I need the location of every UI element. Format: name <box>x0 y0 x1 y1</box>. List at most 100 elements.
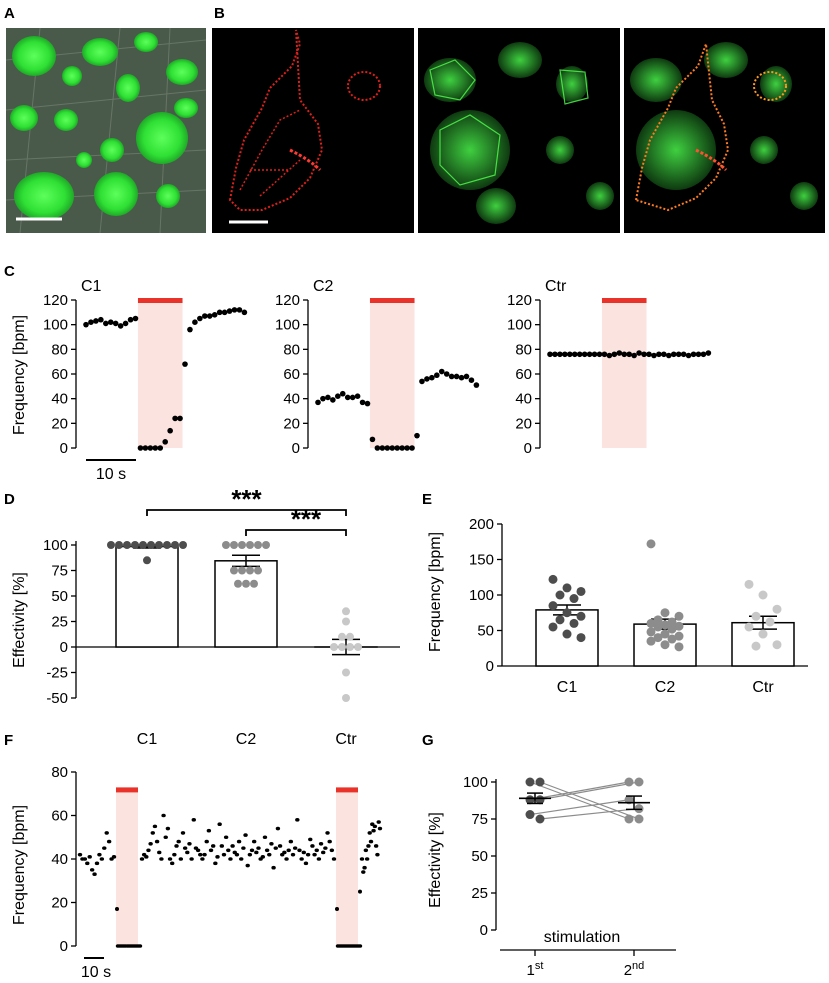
data-point <box>154 839 160 844</box>
data-point <box>569 618 579 628</box>
y-tick-label: 120 <box>275 292 300 309</box>
data-point <box>453 373 460 380</box>
data-point <box>364 857 370 861</box>
data-point <box>310 844 315 848</box>
data-point <box>264 848 270 853</box>
y-tick-label: 60 <box>515 366 532 383</box>
micrograph-b-red <box>212 28 414 233</box>
data-point <box>221 309 228 316</box>
data-point <box>660 608 670 618</box>
data-point <box>338 643 346 651</box>
data-point <box>195 848 201 853</box>
data-point <box>670 351 677 358</box>
data-point <box>284 857 289 861</box>
data-point <box>660 640 670 650</box>
data-point <box>744 579 754 589</box>
data-point <box>83 321 89 328</box>
data-point <box>217 822 222 826</box>
y-tick-label: 20 <box>51 415 68 432</box>
data-point <box>262 835 268 840</box>
data-point <box>292 846 298 850</box>
data-point <box>674 631 684 641</box>
data-point <box>576 586 586 596</box>
data-point <box>308 837 313 842</box>
data-point <box>297 848 302 853</box>
data-point <box>234 852 240 857</box>
data-point <box>246 566 254 575</box>
panel-c-ylabel: Frequency [bpm] <box>11 315 28 435</box>
data-point <box>301 850 306 855</box>
data-point <box>230 541 238 549</box>
data-point <box>434 372 440 379</box>
y-tick-label: 75 <box>51 563 68 580</box>
y-tick-label: 120 <box>43 292 68 309</box>
data-point <box>634 777 644 787</box>
data-point <box>606 352 613 359</box>
data-point <box>172 852 177 857</box>
panel-label-g: G <box>422 732 434 749</box>
x-tick-label: 1st <box>527 960 544 979</box>
data-point <box>354 643 362 651</box>
data-point <box>262 541 270 549</box>
data-point <box>315 399 321 406</box>
panel-f-trace: 0 20 40 60 80 10 s <box>51 764 383 981</box>
data-point <box>213 861 218 866</box>
data-point <box>555 590 565 600</box>
data-point <box>228 857 233 861</box>
data-point <box>93 318 99 324</box>
data-point <box>222 541 230 549</box>
y-tick-label: 50 <box>471 848 488 865</box>
data-point <box>254 850 259 855</box>
data-point <box>758 590 768 600</box>
data-point <box>104 831 109 835</box>
data-point <box>525 777 535 787</box>
data-point <box>236 307 243 313</box>
data-point <box>144 855 149 859</box>
data-point <box>92 872 97 877</box>
data-point <box>601 351 608 358</box>
y-tick-label: 80 <box>51 341 68 358</box>
y-tick-label: -50 <box>46 690 68 707</box>
data-point <box>210 844 216 848</box>
data-point <box>363 848 369 853</box>
data-point <box>77 852 83 857</box>
paired-line <box>539 781 640 820</box>
data-point <box>359 857 365 861</box>
panel-label-e: E <box>422 491 432 508</box>
data-point <box>772 640 782 650</box>
y-tick-label: 100 <box>469 587 494 604</box>
data-point <box>87 855 92 859</box>
data-point <box>661 351 667 358</box>
data-point <box>329 848 335 853</box>
data-point <box>666 352 672 359</box>
data-point <box>586 351 593 358</box>
data-point <box>342 617 350 626</box>
data-point <box>674 642 684 652</box>
data-point <box>765 617 775 627</box>
data-point <box>177 415 183 422</box>
y-tick-label: 100 <box>275 317 300 334</box>
stimulation-bar <box>369 298 415 303</box>
data-point <box>163 541 171 549</box>
bar-c2 <box>214 560 278 648</box>
y-tick-label: 100 <box>463 774 488 791</box>
significance-stars: *** <box>231 484 262 514</box>
data-point <box>548 601 558 611</box>
data-point <box>299 857 304 861</box>
data-point <box>94 861 100 866</box>
data-point <box>330 397 336 403</box>
data-point <box>111 855 117 859</box>
data-point <box>641 351 647 358</box>
data-point <box>653 622 663 632</box>
panel-g-xlabel: stimulation <box>544 929 620 946</box>
data-point <box>571 351 578 358</box>
data-point <box>366 844 371 848</box>
data-point <box>414 432 420 439</box>
data-point <box>176 839 181 844</box>
data-point <box>152 445 159 451</box>
data-point <box>241 309 248 316</box>
data-point <box>137 944 143 948</box>
data-point <box>375 852 380 857</box>
data-point <box>275 826 281 831</box>
data-point <box>562 351 568 358</box>
